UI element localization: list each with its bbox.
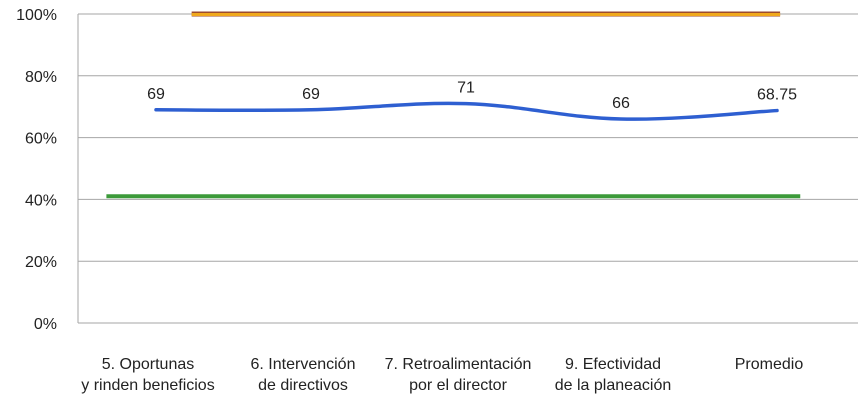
y-tick-label: 100% [16,7,57,24]
data-label: 71 [457,80,475,97]
x-category-label: 6. Intervención de directivos [251,356,356,394]
x-category-label-line: y rinden beneficios [81,377,214,394]
y-tick-label: 80% [25,69,57,86]
x-category-label-line: de directivos [258,377,348,394]
data-label: 66 [612,95,630,112]
x-category-label: Promedio [735,356,804,373]
data-label: 69 [302,86,320,103]
series-line [154,101,779,121]
data-labels: 69 69 71 66 68.75 [147,80,797,112]
data-label: 69 [147,86,165,103]
reference-lines [106,11,801,199]
gridlines [77,13,858,324]
data-label: 68.75 [757,87,797,104]
x-category-label-line: por el director [409,377,507,394]
x-category-label: 7. Retroalimentación por el director [385,356,532,394]
x-category-label-line: de la planeación [555,377,672,394]
y-tick-label: 40% [25,192,57,209]
y-tick-label: 20% [25,254,57,271]
x-category-label-line: 5. Oportunas [102,356,195,373]
y-tick-label: 0% [34,316,57,333]
x-category-label-line: 7. Retroalimentación [385,356,532,373]
x-category-label-line: 9. Efectividad [565,356,661,373]
series-lines [154,101,779,121]
x-axis-category-labels: 5. Oportunas y rinden beneficios 6. Interv… [81,356,803,394]
x-category-label: 9. Efectividad de la planeación [555,356,672,394]
y-axis-tick-labels: 0% 20% 40% 60% 80% 100% [16,7,57,333]
x-category-label: 5. Oportunas y rinden beneficios [81,356,214,394]
y-tick-label: 60% [25,131,57,148]
x-category-label-line: 6. Intervención [251,356,356,373]
x-category-label-line: Promedio [735,356,804,373]
